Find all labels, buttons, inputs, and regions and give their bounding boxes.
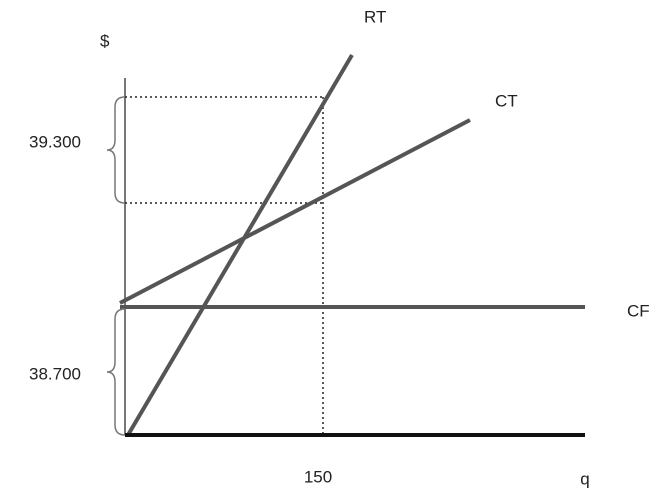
- line-label: CT: [495, 91, 518, 110]
- x-axis-label: q: [580, 469, 589, 488]
- brace: [106, 308, 126, 436]
- y-axis-label: $: [100, 31, 110, 50]
- ct-line: [119, 118, 471, 305]
- brace: [106, 96, 126, 204]
- line-label: CF: [627, 301, 650, 320]
- x-marker-label: 150: [304, 467, 332, 486]
- rt-line: [126, 53, 354, 437]
- line-label: RT: [364, 7, 386, 26]
- annotation: 39.300: [29, 132, 81, 151]
- annotation: 38.700: [29, 364, 81, 383]
